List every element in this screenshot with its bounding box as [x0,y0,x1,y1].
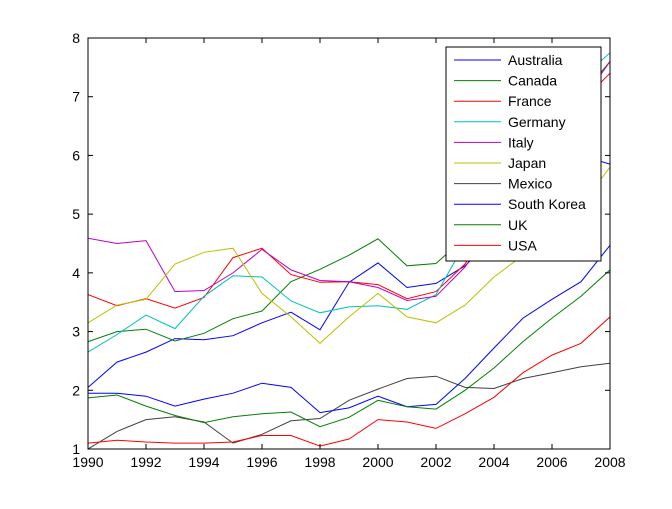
x-tick-label: 1994 [188,454,219,470]
x-tick-label: 1990 [72,454,103,470]
x-tick-label: 1998 [304,454,335,470]
series-line-mexico [88,362,610,449]
x-tick-label: 1992 [130,454,161,470]
series-line-usa [88,316,610,447]
legend-box [445,46,602,262]
legend-label-south-korea: South Korea [508,196,586,212]
y-tick-label: 6 [72,147,80,163]
x-tick-label: 2006 [536,454,567,470]
legend-label-germany: Germany [508,114,566,130]
legend-label-japan: Japan [508,155,546,171]
y-tick-label: 4 [72,265,80,281]
legend-label-australia: Australia [508,52,563,68]
y-tick-label: 7 [72,89,80,105]
legend-label-france: France [508,93,552,109]
legend: Australia Canada France Germany Italy Japan Me… [445,46,602,262]
x-tick-label: 2000 [362,454,393,470]
x-tick-label: 2004 [478,454,509,470]
legend-label-canada: Canada [508,73,557,89]
x-tick-label: 2008 [594,454,625,470]
y-tick-label: 3 [72,324,80,340]
plot-frame [87,37,611,450]
y-tick-label: 8 [72,30,80,46]
series-line-south-korea [88,244,610,414]
y-tick-label: 2 [72,382,80,398]
legend-label-mexico: Mexico [508,176,553,192]
x-tick-label: 1996 [246,454,277,470]
series-line-uk [88,269,610,428]
legend-label-uk: UK [508,217,528,233]
y-tick-label: 1 [72,441,80,457]
y-tick-label: 5 [72,206,80,222]
legend-label-italy: Italy [508,134,534,150]
axes-layer: 1990 1992 1994 1996 1998 2000 2002 2004 2006 2008… [72,30,626,470]
x-tick-label: 2002 [420,454,451,470]
legend-label-usa: USA [508,237,537,253]
series-layer [88,52,610,449]
